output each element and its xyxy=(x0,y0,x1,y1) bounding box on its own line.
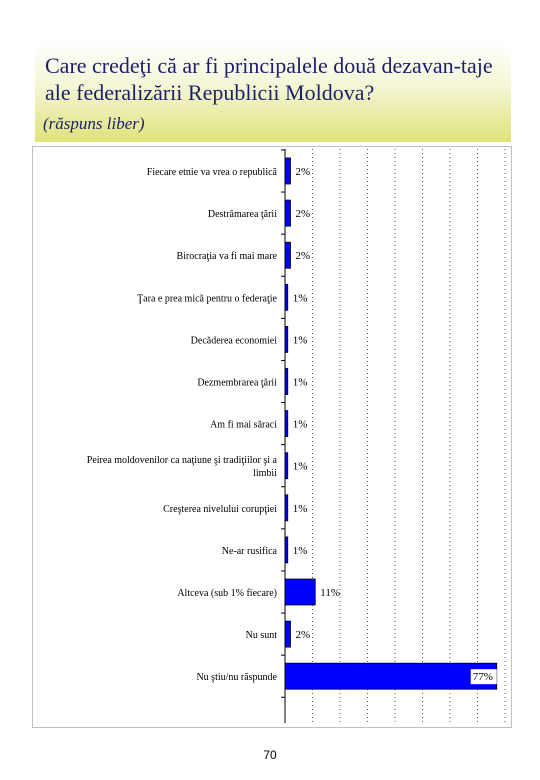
category-label: Destrămarea ţării xyxy=(208,209,277,220)
data-label: 1% xyxy=(293,292,308,304)
bar xyxy=(284,157,291,185)
bar xyxy=(284,283,289,311)
data-label: 1% xyxy=(293,503,308,515)
data-label: 2% xyxy=(296,629,311,641)
data-label: 1% xyxy=(293,461,308,473)
data-label: 11% xyxy=(320,587,340,599)
category-label: Peirea moldovenilor ca naţiune şi tradiţ… xyxy=(87,455,278,479)
data-label-background xyxy=(470,669,497,685)
bar xyxy=(284,536,289,564)
data-label: 77% xyxy=(473,671,493,683)
bar xyxy=(284,494,289,522)
bar xyxy=(284,452,289,480)
data-label: 1% xyxy=(293,334,308,346)
data-label: 1% xyxy=(293,545,308,557)
bar xyxy=(284,199,291,227)
category-label: Fiecare etnie va vrea o republică xyxy=(147,167,278,178)
bar-chart: Fiecare etnie va vrea o republică 2% Destr… xyxy=(87,149,506,723)
category-label: Ne-ar rusifica xyxy=(222,546,278,557)
category-label: Nu sunt xyxy=(246,630,278,641)
data-label: 2% xyxy=(296,208,311,220)
data-label: 1% xyxy=(293,419,308,431)
title-banner: Care credeţi că ar fi principalele două … xyxy=(35,42,511,142)
data-label: 1% xyxy=(293,377,308,389)
category-label: Am fi mai săraci xyxy=(210,420,277,431)
category-label: Nu ştiu/nu răspunde xyxy=(196,672,277,683)
category-label: Birocraţia va fi mai mare xyxy=(176,251,277,262)
bar xyxy=(284,620,291,648)
chart-frame: Fiecare etnie va vrea o republică 2% Destr… xyxy=(32,146,512,728)
bar xyxy=(284,410,289,438)
category-label: Creşterea nivelului corupţiei xyxy=(163,504,277,515)
page-number: 70 xyxy=(263,748,277,762)
bar xyxy=(284,662,498,690)
data-label: 2% xyxy=(296,250,311,262)
bar xyxy=(284,368,289,395)
category-label: Dezmembrarea ţării xyxy=(197,378,277,389)
data-label: 2% xyxy=(296,166,311,178)
chart-title: Care credeţi că ar fi principalele două … xyxy=(45,53,493,105)
bar xyxy=(284,241,291,269)
category-label: Altceva (sub 1% fiecare) xyxy=(177,588,277,599)
chart-subtitle: (răspuns liber) xyxy=(43,114,145,133)
bar xyxy=(284,578,316,606)
bar xyxy=(284,325,289,353)
category-label: Ţara e prea mică pentru o federaţie xyxy=(137,293,277,304)
category-label: Decăderea economiei xyxy=(191,335,278,346)
